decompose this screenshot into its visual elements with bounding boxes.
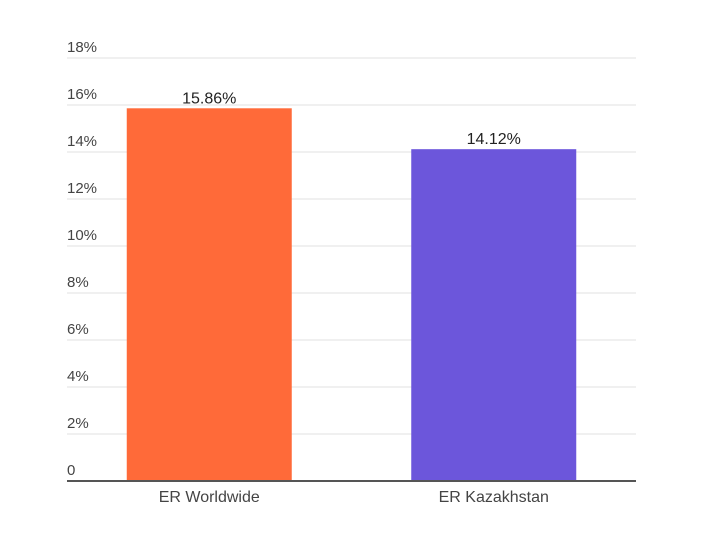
category-label: ER Worldwide: [159, 489, 260, 506]
y-tick-label: 12%: [67, 180, 97, 197]
data-labels: 15.86% 14.12%: [182, 90, 521, 148]
y-tick-label: 14%: [67, 133, 97, 150]
y-tick-label: 8%: [67, 274, 89, 291]
y-tick-label: 0: [67, 462, 75, 479]
x-axis-category-labels: ER Worldwide ER Kazakhstan: [159, 489, 549, 506]
y-tick-label: 4%: [67, 368, 89, 385]
y-tick-label: 6%: [67, 321, 89, 338]
category-label: ER Kazakhstan: [439, 489, 549, 506]
y-tick-label: 18%: [67, 39, 97, 56]
bars: [126, 108, 577, 481]
data-label: 15.86%: [182, 90, 236, 107]
bar: [126, 108, 292, 481]
data-label: 14.12%: [467, 131, 521, 148]
y-tick-label: 10%: [67, 227, 97, 244]
bar: [411, 149, 577, 481]
y-axis-tick-labels: 0 2% 4% 6% 8% 10% 12% 14% 16% 18%: [67, 39, 97, 479]
y-tick-label: 2%: [67, 415, 89, 432]
y-tick-label: 16%: [67, 86, 97, 103]
